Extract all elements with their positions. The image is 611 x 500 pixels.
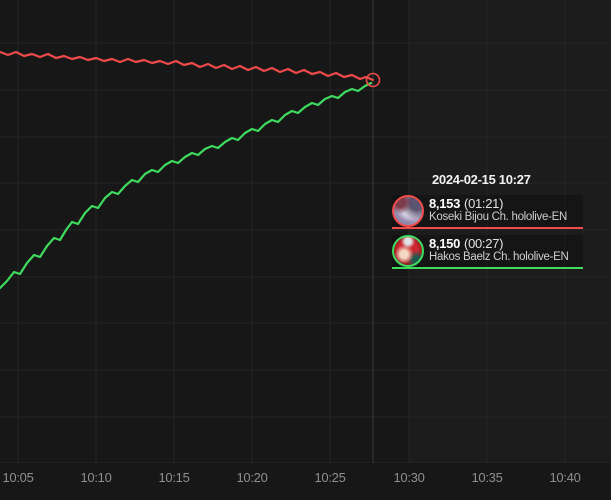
hakos-baelz-avatar[interactable]: [392, 235, 424, 267]
chart-canvas[interactable]: [0, 0, 611, 463]
x-axis-label: 10:05: [2, 470, 34, 485]
channel-name: Hakos Baelz Ch. hololive-EN: [429, 251, 569, 263]
x-axis-label: 10:15: [158, 470, 190, 485]
plot-background: [0, 0, 611, 463]
x-axis: 10:05 10:10 10:15 10:20 10:25 10:30 10:35 10:40: [0, 463, 611, 500]
viewer-count: 8,153: [429, 196, 461, 211]
tooltip-entry: 8,150 (00:27) Hakos Baelz Ch. hololive-EN: [392, 235, 583, 269]
channel-name: Koseki Bijou Ch. hololive-EN: [429, 211, 567, 223]
series-line-hakos-baelz: [0, 81, 373, 290]
koseki-bijou-avatar[interactable]: [392, 195, 424, 227]
crosshair-marker: [365, 72, 381, 88]
x-axis-label: 10:25: [314, 470, 346, 485]
chart-tooltip: 2024-02-15 10:27 8,153 (01:21) Koseki Bij…: [392, 172, 583, 275]
stream-duration: (00:27): [464, 236, 504, 251]
x-axis-label: 10:40: [549, 470, 581, 485]
x-axis-label: 10:10: [80, 470, 112, 485]
viewer-count: 8,150: [429, 236, 461, 251]
stream-duration: (01:21): [464, 196, 504, 211]
x-axis-label: 10:35: [471, 470, 503, 485]
tooltip-entry: 8,153 (01:21) Koseki Bijou Ch. hololive-E…: [392, 195, 583, 229]
x-axis-label: 10:30: [393, 470, 425, 485]
tooltip-timestamp: 2024-02-15 10:27: [432, 172, 531, 187]
series-line-koseki-bijou: [0, 50, 375, 82]
x-axis-label: 10:20: [236, 470, 268, 485]
